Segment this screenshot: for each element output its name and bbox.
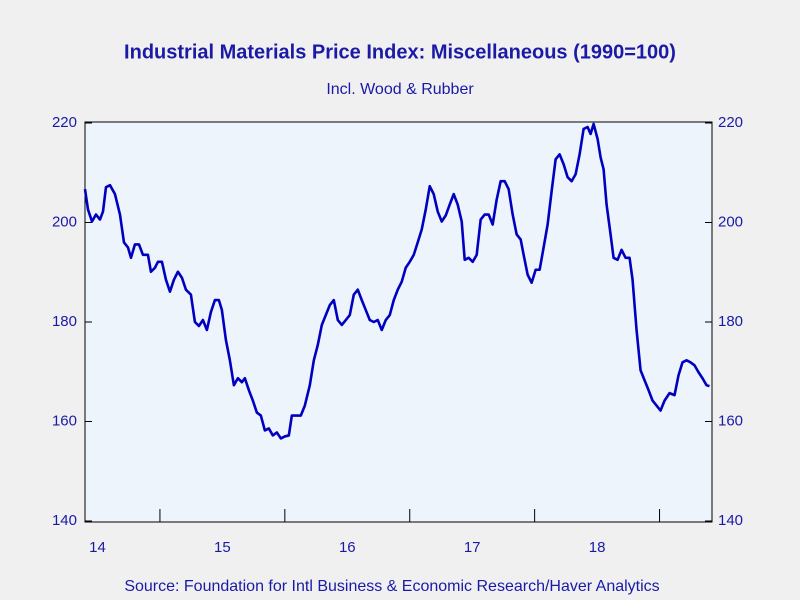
y-tick-label: 200	[52, 213, 77, 230]
y-tick-label: 180	[52, 313, 77, 330]
x-tick-label: 15	[214, 539, 231, 556]
y2-tick-label: 220	[718, 114, 743, 131]
source-note: Source: Foundation for Intl Business & E…	[124, 578, 659, 595]
x-tick-label: 18	[589, 539, 606, 556]
chart-title: Industrial Materials Price Index: Miscel…	[124, 41, 676, 63]
plot-area	[84, 121, 713, 523]
y2-tick-label: 200	[718, 213, 743, 230]
x-tick-label: 16	[339, 539, 356, 556]
y2-tick-label: 140	[718, 512, 743, 529]
y2-tick-label: 160	[718, 412, 743, 429]
y2-tick-label: 180	[718, 313, 743, 330]
chart-subtitle: Incl. Wood & Rubber	[326, 81, 474, 98]
y-tick-label: 160	[52, 412, 77, 429]
data-line	[83, 122, 710, 440]
x-tick-label: 17	[464, 539, 481, 556]
x-tick-label: 14	[89, 539, 106, 556]
y-tick-label: 140	[52, 512, 77, 529]
y-tick-label: 220	[52, 114, 77, 131]
